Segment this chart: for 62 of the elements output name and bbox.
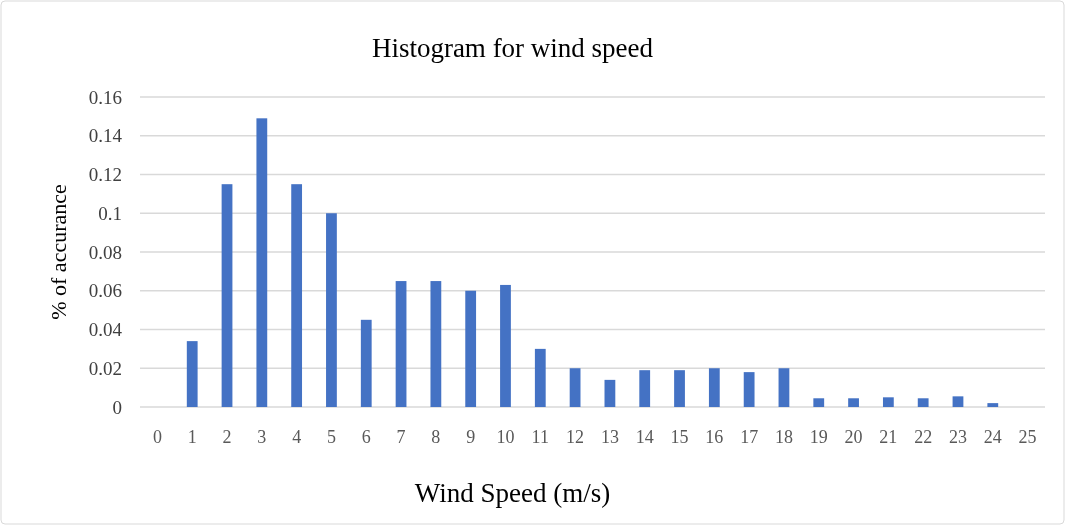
x-tick-label: 25 [1018,427,1037,447]
bar [813,398,825,407]
x-tick-label: 14 [635,427,654,447]
bar [882,397,894,407]
x-tick-label: 24 [983,427,1002,447]
y-tick-label: 0.04 [88,319,123,341]
x-tick-label: 16 [705,427,724,447]
x-tick-label: 19 [809,427,828,447]
x-tick-label: 18 [774,427,793,447]
x-tick-label: 13 [600,427,619,447]
bar [534,348,546,407]
chart-title: Histogram for wind speed [371,33,654,63]
bar [708,368,720,407]
bar [952,396,964,407]
x-tick-label: 23 [948,427,967,447]
x-tick-label: 4 [292,427,302,447]
x-tick-label: 3 [257,427,267,447]
x-axis-title: Wind Speed (m/s) [414,478,611,508]
bar [569,368,581,407]
y-tick-label: 0.1 [98,202,122,224]
y-tick-label: 0.16 [88,86,122,108]
bar [430,281,442,407]
bar [917,398,929,407]
x-tick-label: 10 [496,427,515,447]
bar [221,184,233,407]
y-tick-label: 0.12 [88,164,122,186]
bar [395,281,407,407]
bar [465,290,477,407]
y-tick-label: 0.06 [88,280,122,302]
y-tick-label: 0.14 [88,125,123,147]
x-tick-label: 20 [844,427,863,447]
y-axis-title: % of accurance [46,184,71,320]
x-tick-label: 1 [187,427,197,447]
x-tick-label: 12 [566,427,585,447]
x-tick-label: 5 [326,427,336,447]
y-tick-label: 0 [112,396,122,418]
bar [743,372,755,407]
x-tick-label: 2 [222,427,232,447]
bar [291,184,303,407]
x-tick-label: 7 [396,427,406,447]
x-tick-label: 17 [740,427,759,447]
bar [604,379,616,407]
x-tick-label: 11 [531,427,549,447]
y-tick-label: 0.08 [88,241,122,263]
bar [186,341,198,407]
bar [848,398,859,407]
x-tick-label: 22 [914,427,933,447]
bar [674,370,685,407]
x-tick-label: 8 [431,427,441,447]
bar [256,118,268,407]
bar [500,284,511,407]
x-tick-label: 0 [152,427,162,447]
y-tick-label: 0.02 [88,357,122,379]
bar [778,368,790,407]
x-tick-label: 6 [361,427,371,447]
bar [987,403,999,407]
x-tick-label: 21 [879,427,898,447]
x-tick-label: 15 [670,427,689,447]
x-tick-label: 9 [466,427,476,447]
bar [326,213,337,407]
bar [360,319,372,407]
bar [639,370,651,407]
